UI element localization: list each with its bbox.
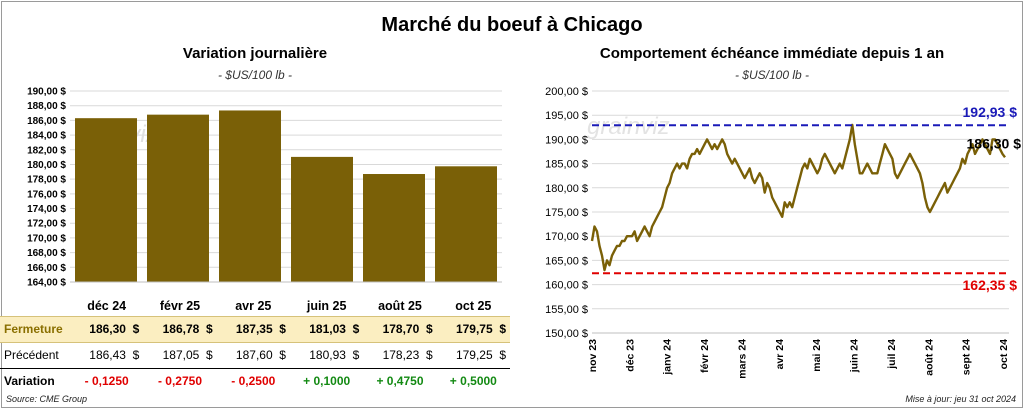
y-tick-label: 184,00 $: [27, 131, 66, 142]
table-cell: 180,93 $: [309, 348, 360, 362]
y-tick-label: 160,00 $: [545, 280, 588, 292]
x-tick-label: juin 24: [849, 339, 861, 373]
y-tick-label: 172,00 $: [27, 219, 66, 230]
table-header-cell: juin 25: [306, 298, 347, 313]
table-row-fermeture: Fermeture 186,30 $ 186,78 $ 187,35 $ 181…: [0, 315, 510, 343]
y-tick-label: 170,00 $: [545, 231, 588, 243]
x-tick-label: mars 24: [736, 339, 748, 379]
table-cell: - 0,2750: [143, 367, 217, 394]
source-note: Source: CME Group: [6, 394, 88, 404]
y-tick-label: 186,00 $: [27, 116, 66, 127]
y-tick-label: 180,00 $: [545, 183, 588, 195]
y-tick-label: 185,00 $: [545, 159, 588, 171]
last-value-label: 186,30 $: [967, 135, 1022, 151]
table-header-cell: févr 25: [159, 298, 201, 313]
table-cell: 186,78 $: [143, 315, 217, 343]
y-tick-label: 182,00 $: [27, 145, 66, 156]
y-tick-label: 195,00 $: [545, 110, 588, 122]
bar: [363, 174, 425, 282]
min-reference-label: 162,35 $: [963, 277, 1018, 293]
x-tick-label: janv 24: [662, 339, 674, 376]
row-label: Fermeture: [0, 315, 70, 343]
table-cell: 187,05 $: [162, 348, 213, 362]
y-tick-label: 164,00 $: [27, 278, 66, 289]
table-header-cell: déc 24: [87, 298, 127, 313]
bar: [219, 110, 281, 282]
table-header-cell: oct 25: [455, 298, 492, 313]
bar: [435, 166, 497, 282]
table-cell: 187,60 $: [235, 348, 286, 362]
x-tick-label: sept 24: [961, 339, 973, 375]
table-cell: - 0,1250: [70, 367, 144, 394]
page-title: Marché du boeuf à Chicago: [381, 14, 643, 36]
table-cell: + 0,1000: [289, 367, 364, 394]
y-tick-label: 170,00 $: [27, 233, 66, 244]
x-tick-label: févr 24: [699, 339, 711, 373]
line-chart: 150,00 $ 155,00 $ 160,00 $ 165,00 $ 170,00 $…: [545, 86, 1022, 379]
table-cell: 178,70 $: [363, 315, 437, 343]
y-tick-label: 190,00 $: [545, 134, 588, 146]
y-tick-label: 168,00 $: [27, 248, 66, 259]
table-cell: 179,25 $: [455, 348, 506, 362]
y-tick-label: 166,00 $: [27, 263, 66, 274]
price-table: déc 24 févr 25 avr 25 juin 25 août 25 oc…: [0, 296, 510, 394]
y-tick-label: 190,00 $: [27, 87, 66, 98]
table-cell: - 0,2500: [216, 367, 290, 394]
table-row-variation: Variation - 0,1250 - 0,2750 - 0,2500 + 0…: [0, 367, 510, 394]
watermark: grainviz: [587, 113, 670, 140]
bar-chart-unit: - $US/100 lb -: [217, 68, 293, 82]
x-tick-label: nov 23: [587, 339, 599, 372]
row-label: Variation: [0, 367, 70, 394]
y-tick-label: 155,00 $: [545, 304, 588, 316]
table-cell: 181,03 $: [289, 315, 364, 343]
table-header-cell: août 25: [378, 298, 422, 313]
x-tick-label: mai 24: [811, 339, 823, 372]
bar: [147, 114, 209, 282]
y-tick-label: 180,00 $: [27, 160, 66, 171]
table-cell: + 0,4750: [363, 367, 437, 394]
x-tick-label: oct 24: [998, 339, 1010, 370]
y-tick-label: 150,00 $: [545, 328, 588, 340]
series-line: [590, 123, 1006, 272]
table-header-label: [0, 296, 70, 316]
y-tick-label: 174,00 $: [27, 204, 66, 215]
x-tick-label: juil 24: [886, 339, 898, 370]
table-cell: 178,23 $: [382, 348, 433, 362]
y-tick-label: 165,00 $: [545, 255, 588, 267]
y-tick-label: 188,00 $: [27, 101, 66, 112]
line-chart-unit: - $US/100 lb -: [734, 68, 810, 82]
x-tick-label: août 24: [923, 339, 935, 376]
line-chart-subtitle: Comportement échéance immédiate depuis 1…: [599, 45, 945, 62]
table-cell: 179,75 $: [436, 315, 510, 343]
x-tick-label: déc 23: [624, 339, 636, 372]
x-tick-label: avr 24: [774, 339, 786, 370]
max-reference-label: 192,93 $: [963, 104, 1018, 120]
table-row-precedent: Précédent 186,43 $ 187,05 $ 187,60 $ 180…: [0, 342, 510, 368]
y-tick-label: 178,00 $: [27, 175, 66, 186]
y-tick-label: 176,00 $: [27, 189, 66, 200]
table-cell: 186,43 $: [89, 348, 140, 362]
bar: [291, 156, 353, 282]
bar: [75, 118, 137, 282]
table-cell: 186,30 $: [70, 315, 144, 343]
table-header-row: déc 24 févr 25 avr 25 juin 25 août 25 oc…: [0, 296, 510, 316]
y-tick-label: 200,00 $: [545, 86, 588, 98]
bar-chart: 164,00 $ 166,00 $ 168,00 $ 170,00 $ 172,00 $…: [27, 87, 502, 289]
table-cell: 187,35 $: [216, 315, 290, 343]
update-note: Mise à jour: jeu 31 oct 2024: [905, 394, 1016, 404]
table-cell: + 0,5000: [436, 367, 510, 394]
bar-chart-subtitle: Variation journalière: [182, 45, 328, 62]
y-tick-label: 175,00 $: [545, 207, 588, 219]
table-header-cell: avr 25: [235, 298, 272, 313]
row-label: Précédent: [4, 348, 59, 362]
